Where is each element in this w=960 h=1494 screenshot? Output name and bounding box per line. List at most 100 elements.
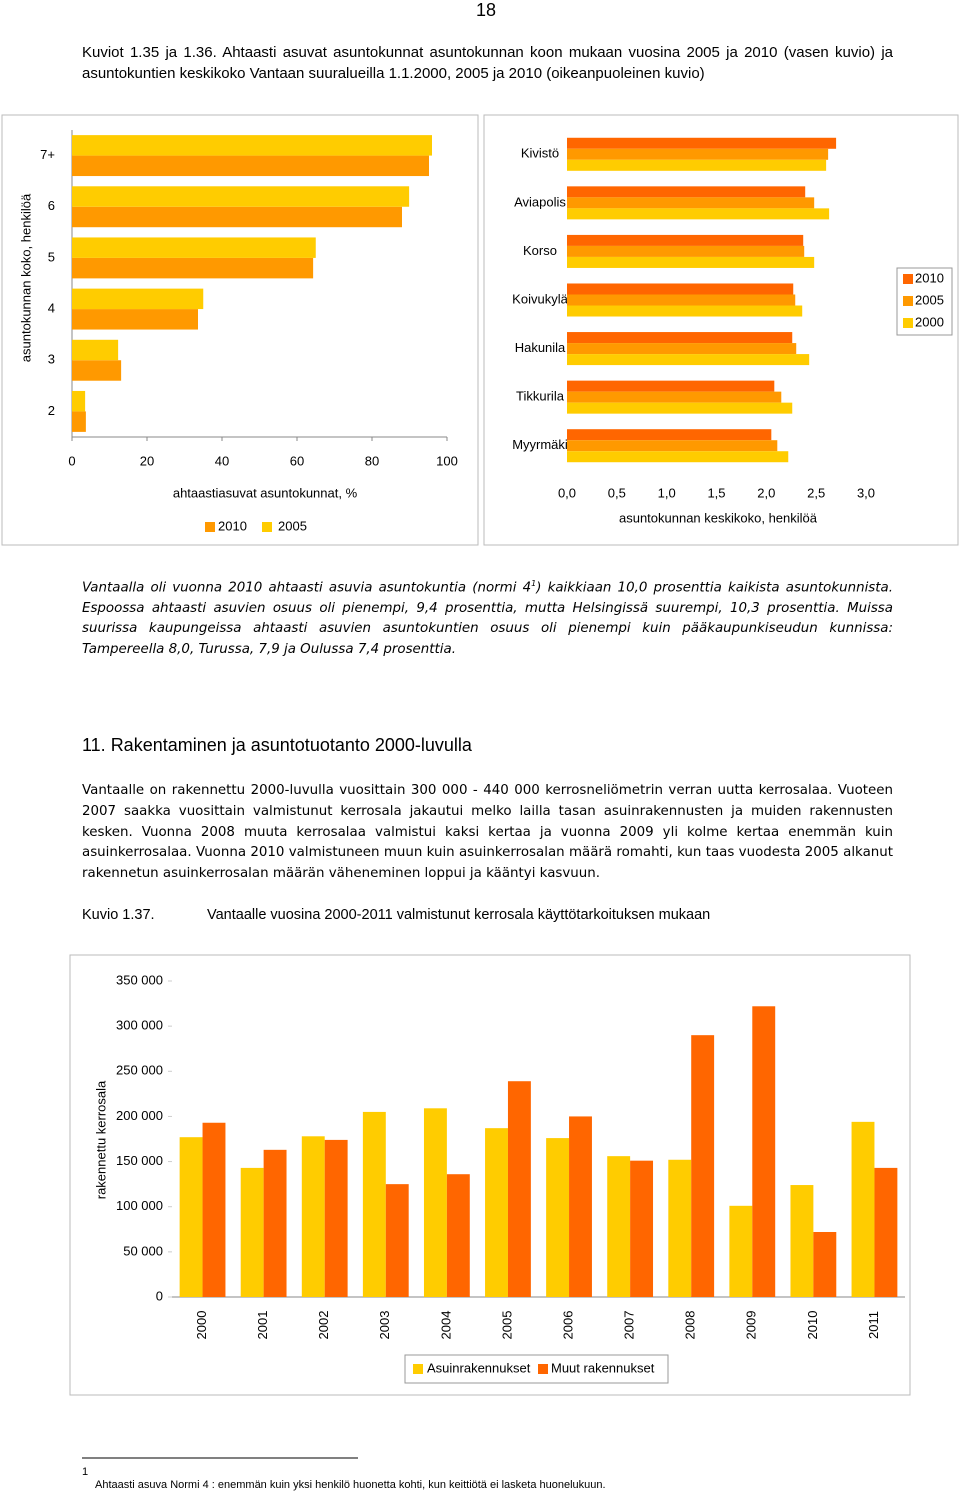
bar xyxy=(72,237,316,258)
bar xyxy=(72,288,204,310)
y-axis-title: rakennettu kerrosala xyxy=(93,1080,108,1199)
bar xyxy=(569,1116,592,1297)
bar xyxy=(567,234,804,246)
category-label: 2001 xyxy=(255,1311,270,1340)
legend-swatch xyxy=(262,522,272,532)
bar xyxy=(567,305,803,317)
bar xyxy=(72,135,432,156)
footnote: Ahtaasti asuva Normi 4 : enemmän kuin yk… xyxy=(95,1479,606,1491)
x-tick-label: 2,5 xyxy=(807,485,825,500)
x-tick-label: 0,5 xyxy=(608,485,626,500)
x-axis-title: asuntokunnan keskikoko, henkilöä xyxy=(619,510,818,525)
bar xyxy=(567,256,815,268)
x-tick-label: 3,0 xyxy=(857,485,875,500)
chart-frame xyxy=(69,954,911,1396)
footnote-mark: 1 xyxy=(82,1466,89,1478)
y-tick-label: 150 000 xyxy=(116,1153,163,1168)
category-label: 2007 xyxy=(622,1311,637,1340)
bar xyxy=(485,1128,508,1297)
bar xyxy=(324,1139,348,1297)
bar xyxy=(567,391,782,403)
legend-swatch xyxy=(205,522,215,532)
bar xyxy=(423,1108,447,1297)
y-tick-label: 0 xyxy=(156,1288,163,1303)
y-tick-label: 100 000 xyxy=(116,1198,163,1213)
category-label: 6 xyxy=(48,198,55,213)
x-tick-label: 2,0 xyxy=(757,485,775,500)
chart-frame xyxy=(1,114,479,546)
bar xyxy=(752,1006,776,1297)
y-tick-label: 50 000 xyxy=(123,1243,163,1258)
bar xyxy=(567,380,775,392)
bar xyxy=(851,1121,875,1297)
bar xyxy=(567,186,806,198)
legend-label: 2010 xyxy=(915,270,944,285)
x-tick-label: 40 xyxy=(215,453,229,468)
y-tick-label: 300 000 xyxy=(116,1018,163,1033)
y-axis-title: asuntokunnan koko, henkilöä xyxy=(18,193,33,362)
bar xyxy=(385,1184,409,1297)
bar xyxy=(72,411,86,432)
bar xyxy=(567,148,829,160)
text: ) kaikkiaan 10,0 prosenttia kaikista asu… xyxy=(82,580,893,657)
legend-label: Muut rakennukset xyxy=(551,1360,655,1375)
paragraph: Vantaalla oli vuonna 2010 ahtaasti asuvi… xyxy=(82,574,893,660)
category-label: 2 xyxy=(48,403,55,418)
bar xyxy=(567,451,789,463)
bar xyxy=(507,1081,531,1297)
x-tick-label: 80 xyxy=(365,453,379,468)
legend-swatch xyxy=(538,1364,548,1374)
legend-label: 2000 xyxy=(915,314,944,329)
category-label: 2008 xyxy=(683,1311,698,1340)
bar xyxy=(691,1035,715,1297)
bar xyxy=(72,309,198,330)
y-tick-label: 250 000 xyxy=(116,1063,163,1078)
figure-title: Vantaalle vuosina 2000-2011 valmistunut … xyxy=(207,907,711,923)
bar xyxy=(567,402,793,414)
legend-frame xyxy=(896,267,953,336)
bar xyxy=(179,1137,203,1297)
category-label: Hakunila xyxy=(515,340,566,355)
bar xyxy=(567,354,810,366)
bar xyxy=(567,294,796,306)
x-axis-title: ahtaastiasuvat asuntokunnat, % xyxy=(173,485,358,500)
category-label: 2005 xyxy=(499,1311,514,1340)
bar xyxy=(607,1156,631,1297)
footnote-ref: 1 xyxy=(531,579,537,588)
category-label: Myyrmäki xyxy=(512,437,568,452)
bar xyxy=(668,1159,692,1297)
bar xyxy=(301,1136,325,1297)
category-label: 3 xyxy=(48,352,55,367)
x-tick-label: 60 xyxy=(290,453,304,468)
bar xyxy=(72,186,410,207)
category-label: 5 xyxy=(48,249,55,264)
legend-swatch xyxy=(903,318,913,328)
category-label: 2000 xyxy=(194,1311,209,1340)
bar xyxy=(729,1205,753,1297)
text: Vantaalla oli vuonna 2010 ahtaasti asuvi… xyxy=(82,580,532,596)
category-label: 2010 xyxy=(805,1311,820,1340)
category-label: Tikkurila xyxy=(516,389,565,404)
category-label: 4 xyxy=(48,301,55,316)
y-tick-label: 200 000 xyxy=(116,1108,163,1123)
bar xyxy=(567,343,797,355)
category-label: 2006 xyxy=(560,1311,575,1340)
caption: Kuviot 1.35 ja 1.36. Ahtaasti asuvat asu… xyxy=(82,44,893,82)
bar xyxy=(446,1174,470,1297)
legend-label: 2010 xyxy=(218,518,247,533)
chart-frame xyxy=(483,114,959,546)
legend-label: Asuinrakennukset xyxy=(427,1360,531,1375)
bar xyxy=(567,159,827,171)
bar xyxy=(567,283,794,295)
bar xyxy=(72,390,86,412)
bar xyxy=(567,440,778,452)
category-label: Korso xyxy=(523,243,557,258)
x-tick-label: 0,0 xyxy=(558,485,576,500)
bar xyxy=(567,332,793,344)
category-label: 2002 xyxy=(316,1311,331,1340)
x-tick-label: 1,5 xyxy=(707,485,725,500)
bar xyxy=(567,197,815,209)
category-label: Kivistö xyxy=(521,146,559,161)
category-label: 7+ xyxy=(40,147,55,162)
